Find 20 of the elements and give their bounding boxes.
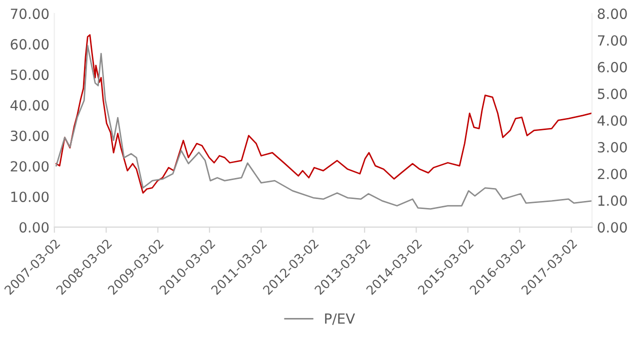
y-tick-label: 30.00	[10, 130, 49, 142]
y2-tick-label: 6.00	[598, 62, 627, 72]
y-tick-label: 50.00	[10, 70, 49, 80]
y-tick-label: 0.00	[20, 222, 49, 233]
y2-tick-label: 0.00	[598, 222, 627, 233]
y-tick-label: 10.00	[11, 192, 49, 202]
y2-tick-label: 5.00	[598, 88, 627, 100]
y-tick-label: 40.00	[10, 100, 49, 111]
y-tick-label: 20.00	[10, 161, 49, 172]
y2-tick-label: 3.00	[598, 142, 627, 153]
y2-tick-label: 1.00	[598, 195, 627, 206]
y2-tick-label: 4.00	[598, 115, 627, 126]
y-tick-label: 70.00	[10, 8, 49, 20]
line-series	[56, 34, 592, 194]
y-tick-label: 60.00	[10, 39, 49, 50]
y2-tick-label: 7.00	[598, 35, 627, 46]
y2-tick-label: 8.00	[598, 8, 627, 20]
legend-label: P/EV	[325, 313, 355, 325]
line-series	[56, 44, 592, 210]
y2-tick-label: 2.00	[598, 168, 627, 180]
